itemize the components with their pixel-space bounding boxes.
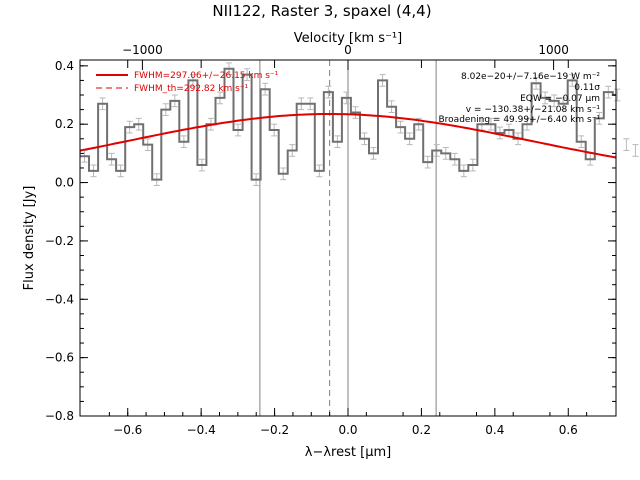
x-tick-label: 0.6 [559, 423, 578, 437]
x-tick-label: 0.4 [485, 423, 504, 437]
x-tick-label: 0.2 [412, 423, 431, 437]
y-axis-label: Flux density [Jy] [22, 186, 37, 291]
y-tick-label: 0.0 [55, 176, 74, 190]
y-tick-label: 0.4 [55, 59, 74, 73]
y-tick-label: −0.2 [45, 234, 74, 248]
annotation-velocity: v = −130.38+/−21.08 km s⁻¹ [466, 105, 601, 115]
y-tick-label: −0.8 [45, 409, 74, 423]
fit-annotations: 8.02e−20+/−7.16e−19 W m⁻² 0.11σ EQW = −0… [439, 72, 601, 125]
top-axis-label: Velocity [km s⁻¹] [294, 31, 402, 46]
gaussian-fit-curve [79, 113, 617, 159]
annotation-broadening: Broadening = 49.99+/−6.40 km s⁻¹ [439, 115, 601, 125]
annotation-flux: 8.02e−20+/−7.16e−19 W m⁻² [461, 72, 600, 82]
top-velocity-tick-label: 1000 [538, 43, 569, 57]
plot-area [79, 60, 639, 416]
top-velocity-tick-label: 0 [344, 43, 352, 57]
legend-label-fwhm: FWHM=297.06+/−26.15 km s⁻¹ [134, 71, 279, 81]
x-axis-label: λ−λrest [μm] [305, 445, 391, 460]
y-tick-label: 0.2 [55, 117, 74, 131]
annotation-eqw: EQW = −0.07 μm [520, 94, 600, 104]
chart-title: NII122, Raster 3, spaxel (4,4) [212, 2, 431, 20]
legend-label-fwhm-th: FWHM_th=292.82 km s⁻¹ [134, 84, 249, 94]
top-velocity-tick-label: −1000 [122, 43, 163, 57]
x-tick-label: −0.4 [187, 423, 216, 437]
spectrum-step-line [80, 67, 616, 181]
x-tick-label: 0.0 [338, 423, 357, 437]
annotation-sigma: 0.11σ [574, 83, 600, 93]
x-tick-label: −0.6 [113, 423, 142, 437]
y-tick-label: −0.6 [45, 351, 74, 365]
legend: FWHM=297.06+/−26.15 km s⁻¹ FWHM_th=292.8… [96, 71, 279, 94]
x-tick-label: −0.2 [260, 423, 289, 437]
y-tick-label: −0.4 [45, 292, 74, 306]
